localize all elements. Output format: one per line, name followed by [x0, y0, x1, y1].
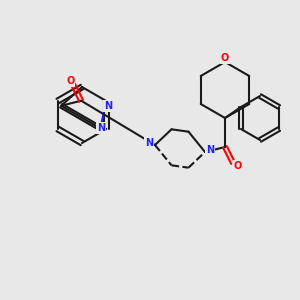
Text: N: N — [104, 101, 112, 111]
Text: O: O — [221, 53, 229, 63]
Text: N: N — [98, 123, 106, 134]
Text: N: N — [206, 145, 214, 155]
Text: O: O — [234, 161, 242, 171]
Text: O: O — [66, 76, 74, 86]
Text: N: N — [145, 138, 153, 148]
Text: N: N — [105, 100, 113, 109]
